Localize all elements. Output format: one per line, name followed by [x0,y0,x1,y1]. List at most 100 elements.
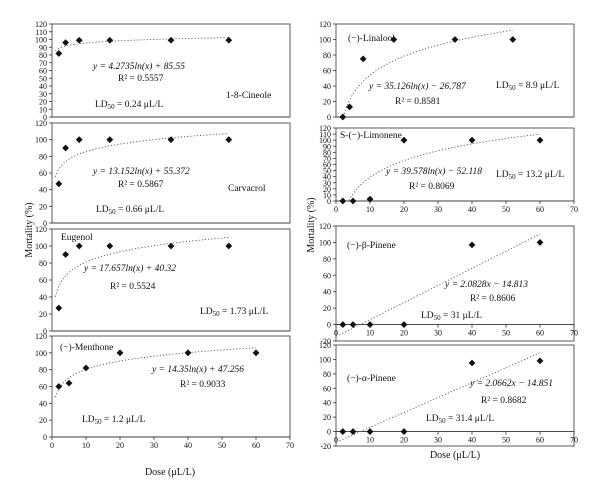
y-tick-label: 80 [323,370,331,379]
series-name: S-(−)-Limonene [340,130,402,141]
y-tick-label: 120 [35,225,47,234]
trend-line [339,133,541,202]
ld50-label: LD50 = 13.2 μL/L [496,170,564,181]
data-point [167,136,175,144]
trend-line [54,236,229,297]
y-tick-label: 90 [323,142,331,151]
y-tick-label: 40 [323,82,331,91]
data-point [62,251,69,258]
x-tick-label: 40 [468,436,476,445]
r-squared-label: R² = 0.9033 [180,380,226,390]
r-squared-label: R² = 0.8069 [409,182,455,192]
data-point [82,364,90,372]
data-point [468,136,476,144]
panels: 01020304050607080901001101201-8-Cineoley… [35,20,578,451]
data-point [225,136,233,144]
data-point [400,136,408,144]
y-tick-label: 0 [43,433,47,442]
panel-linalool: 0 20 40 60 80 100 120 (−)-Linalool y = 35.126ln(… [319,20,575,122]
data-point [252,349,260,357]
x-tick-label: 50 [502,329,510,338]
equation-label: y = 13.152ln(x) + 55.372 [92,166,190,177]
data-point [536,136,544,144]
y-tick-label: 30 [39,90,47,99]
y-tick-label: 60 [39,276,47,285]
data-point [400,428,408,435]
data-point [346,103,353,111]
y-tick-label: 50 [323,167,331,176]
x-tick-label: 60 [252,441,260,450]
y-tick-label: 60 [39,67,47,76]
ld50-label: LD50 = 31.4 μL/L [426,414,494,425]
data-point [106,36,114,44]
trend-line [339,29,513,118]
x-tick-label: 70 [570,329,578,338]
y-tick-label: 110 [35,28,47,37]
data-point [366,195,374,203]
data-point [349,197,357,205]
equation-label: y = 2.0828x − 14.813 [444,280,528,290]
data-point [366,321,374,328]
y-tick-label: 20 [39,310,47,319]
data-point [390,36,398,43]
data-point [62,39,69,46]
y-tick-label: 100 [35,242,47,251]
x-tick-label: 0 [50,441,54,450]
x-tick-label: 20 [400,329,408,338]
data-point [366,428,374,435]
x-tick-label: 10 [82,441,90,450]
y-tick-label: 70 [39,59,47,68]
data-point [536,239,544,246]
y-tick-label: 80 [323,148,331,157]
y-tick-label: 80 [323,51,331,60]
y-tick-label: 80 [323,255,331,264]
y-tick-label: 30 [323,179,331,188]
data-point [55,180,63,188]
x-tick-label: 40 [468,329,476,338]
trend-line [339,352,541,442]
y-tick-label: 20 [39,98,47,107]
y-tick-label: 60 [39,383,47,392]
x-tick-label: 30 [150,441,158,450]
data-point [359,55,367,63]
data-point [509,36,517,43]
x-tick-label: 0 [334,205,338,214]
equation-label: y = 17.657ln(x) + 40.32 [83,263,176,274]
data-point [106,136,114,144]
y-tick-label: 120 [319,222,331,231]
x-tick-label: 70 [286,441,294,450]
data-point [339,321,347,328]
x-tick-label: 30 [434,205,442,214]
x-tick-label: 60 [536,329,544,338]
x-tick-label: 10 [366,329,374,338]
x-tick-label: 30 [434,329,442,338]
data-point [167,36,175,44]
data-point [75,242,83,250]
data-point [55,383,63,390]
y-tick-label: 100 [35,136,47,145]
equation-label: y = 4.2735ln(x) + 85.55 [92,61,185,72]
data-point [349,428,357,435]
y-tick-label: 0 [327,197,331,206]
y-tick-label: 40 [323,399,331,408]
y-tick-label: 100 [319,36,331,45]
y-tick-label: 40 [39,186,47,195]
equation-label: y = 39.578ln(x) − 52.118 [385,166,482,177]
y-tick-label: 60 [323,384,331,393]
series-name: (−)-α-Pinene [347,373,396,384]
data-point [339,113,347,121]
x-tick-label: 0 [334,436,338,445]
y-axis-label-right: Mortality (%) [306,197,317,252]
data-point [225,242,233,250]
y-tick-label: 0 [327,428,331,437]
y-tick-label: -20 [320,442,331,451]
y-tick-label: 80 [39,152,47,161]
data-point [184,349,192,357]
y-tick-label: 50 [39,74,47,83]
x-tick-label: 20 [400,205,408,214]
y-tick-label: 80 [39,259,47,268]
equation-label: y = 2.0662x − 14.851 [469,379,553,389]
x-tick-label: 0 [334,329,338,338]
